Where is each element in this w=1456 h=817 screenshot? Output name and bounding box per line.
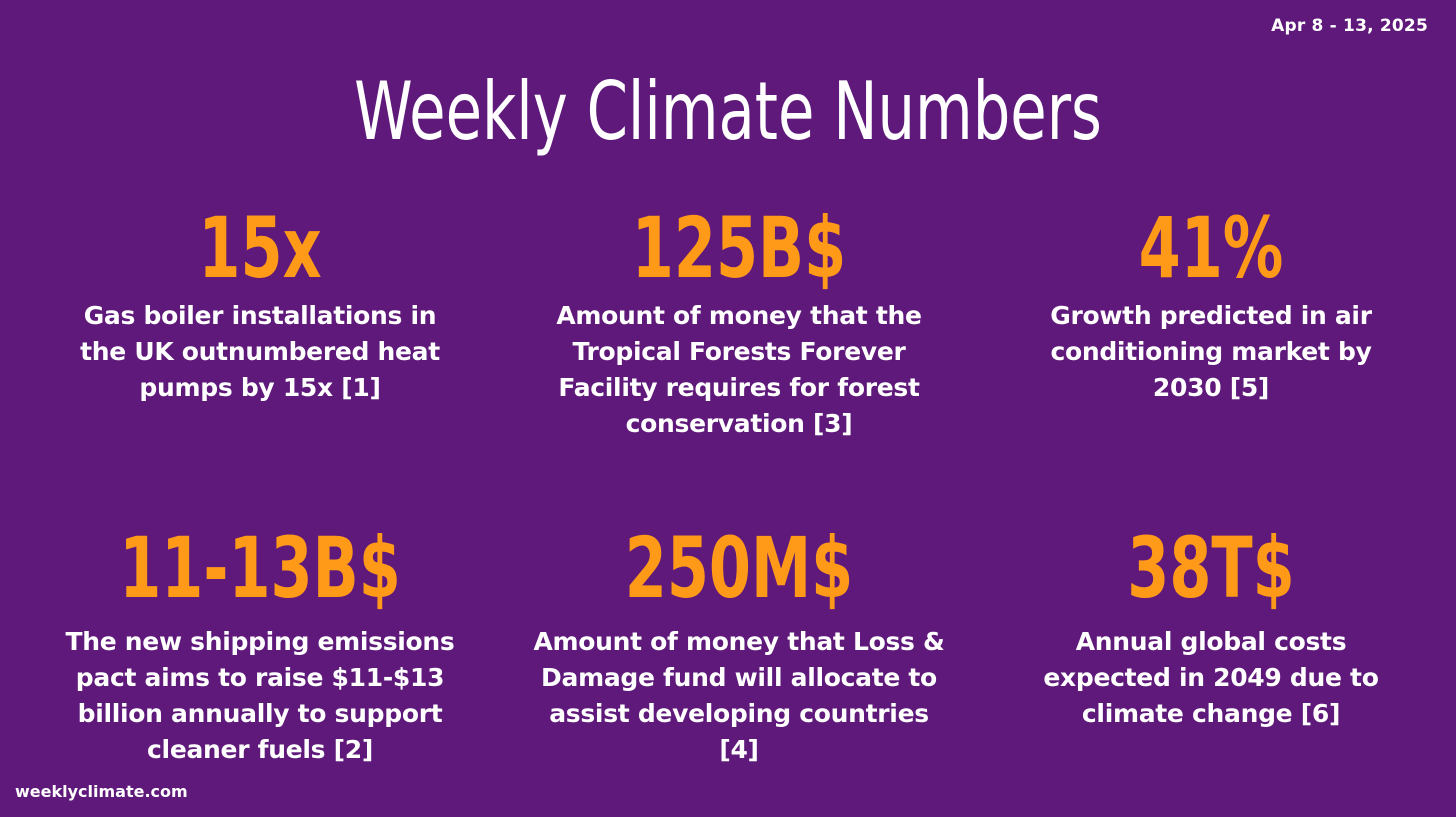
stat-card-air-conditioning: 41% Growth predicted in air conditioning… xyxy=(996,200,1426,406)
stat-value: 41% xyxy=(1138,199,1284,297)
stat-description: Amount of money that the Tropical Forest… xyxy=(556,301,922,438)
stat-value: 11-13B$ xyxy=(119,519,401,617)
stat-description: Amount of money that Loss & Damage fund … xyxy=(533,627,945,764)
stat-value: 38T$ xyxy=(1127,519,1295,617)
stat-value: 15x xyxy=(198,199,322,297)
stat-description: The new shipping emissions pact aims to … xyxy=(65,627,455,764)
stat-card-climate-costs: 38T$ Annual global costs expected in 204… xyxy=(996,520,1426,732)
stat-card-tropical-forests: 125B$ Amount of money that the Tropical … xyxy=(524,200,954,442)
site-url: weeklyclimate.com xyxy=(15,782,188,801)
stat-card-boilers: 15x Gas boiler installations in the UK o… xyxy=(45,200,475,406)
stat-card-shipping: 11-13B$ The new shipping emissions pact … xyxy=(45,520,475,768)
date-range: Apr 8 - 13, 2025 xyxy=(1271,16,1428,36)
stat-card-loss-damage: 250M$ Amount of money that Loss & Damage… xyxy=(524,520,954,768)
stat-value: 250M$ xyxy=(624,519,854,617)
stat-description: Gas boiler installations in the UK outnu… xyxy=(80,301,440,402)
stat-value: 125B$ xyxy=(631,199,847,297)
page-title: Weekly Climate Numbers xyxy=(354,65,1102,158)
stat-description: Growth predicted in air conditioning mar… xyxy=(1050,301,1372,402)
stat-description: Annual global costs expected in 2049 due… xyxy=(1043,627,1379,728)
